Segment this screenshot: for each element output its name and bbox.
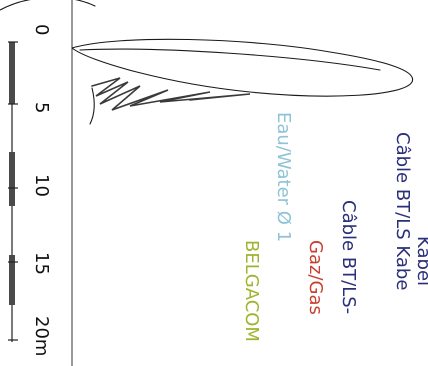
scribble-loop: [72, 39, 413, 96]
scribble-top-arc: [0, 0, 95, 10]
scribble-tail: [90, 88, 94, 124]
legend-line-kabel: Kabel: [413, 236, 428, 286]
scale-bar-labels: 0 5 10 15 20m: [31, 24, 52, 356]
legend-line-gaz: Gaz/Gas: [305, 240, 326, 315]
scribble-loop-inner: [80, 49, 380, 70]
scale-tick-label: 0: [31, 24, 52, 35]
legend-line-eau-water: Eau/Water Ø 1: [273, 112, 294, 242]
scale-bar-segment: [9, 152, 15, 206]
scale-tick-label: 10: [31, 174, 52, 197]
scale-tick-label: 5: [31, 102, 52, 113]
scale-tick-label: 15: [31, 252, 52, 275]
legend-line-cable-bt-ls: Câble BT/LS-: [338, 200, 359, 314]
scale-bar-segment: [9, 42, 15, 104]
handwritten-scribble: [0, 0, 413, 124]
scale-tick-label: 20m: [31, 316, 52, 356]
legend-line-belgacom: BELGACOM: [241, 240, 262, 342]
scale-bar: [8, 42, 18, 342]
legend-line-cable-bt-kabe: Câble BT/LS Kabe: [392, 132, 413, 290]
utility-legend: Kabel Câble BT/LS Kabe Eau/Water Ø 1 Câb…: [241, 112, 428, 342]
scribble-zigzag: [92, 78, 250, 110]
